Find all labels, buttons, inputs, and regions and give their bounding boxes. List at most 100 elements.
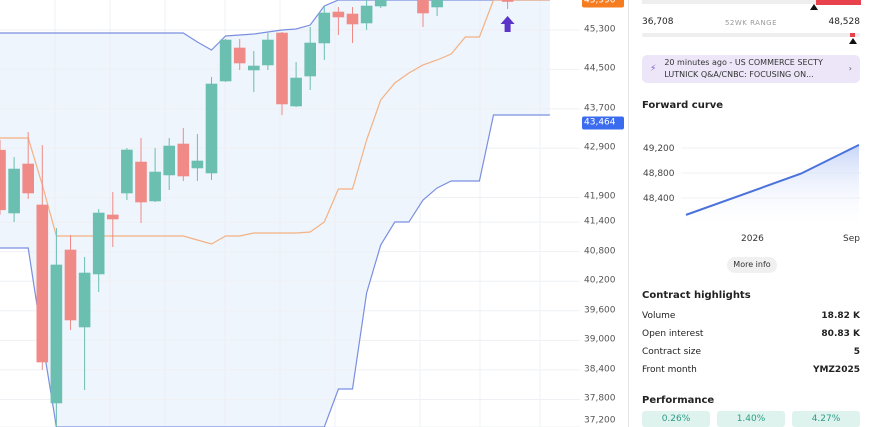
highlight-row: Open interest 80.83 K bbox=[642, 329, 860, 339]
day-range-marker-icon bbox=[810, 4, 818, 10]
highlight-value: 80.83 K bbox=[821, 329, 860, 339]
candle bbox=[318, 6, 331, 60]
candle-body bbox=[346, 13, 359, 25]
price-tick: 39,000 bbox=[584, 334, 616, 345]
news-text: 20 minutes ago - US COMMERCE SECTY LUTNI… bbox=[664, 58, 823, 79]
candle-body bbox=[107, 214, 119, 220]
candle-body bbox=[318, 12, 331, 44]
candle-body bbox=[332, 11, 345, 18]
candle bbox=[248, 50, 260, 93]
price-tick: 40,800 bbox=[584, 246, 616, 257]
candle-body bbox=[163, 145, 175, 176]
candle-body bbox=[262, 39, 274, 66]
lightning-icon: ⚡ bbox=[650, 64, 657, 74]
highlight-value: YMZ2025 bbox=[812, 365, 860, 375]
last-price-label: 45,990 bbox=[582, 0, 624, 8]
candle-body bbox=[431, 0, 443, 8]
price-tick: 38,400 bbox=[584, 364, 616, 375]
candle bbox=[36, 144, 49, 370]
price-chart[interactable] bbox=[0, 0, 580, 427]
candle-body bbox=[360, 5, 373, 24]
candle bbox=[149, 147, 161, 203]
candle-body bbox=[304, 42, 317, 77]
price-axis[interactable]: 45,300 44,500 43,700 42,900 41,900 41,400 40,8… bbox=[580, 0, 628, 427]
candle bbox=[360, 0, 373, 30]
highlight-label: Contract size bbox=[642, 347, 702, 357]
candle-body bbox=[50, 264, 63, 404]
performance-1[interactable]: 0.26% bbox=[642, 411, 710, 427]
upper-band-line bbox=[0, 0, 550, 51]
candle-body bbox=[121, 149, 133, 194]
candle-body bbox=[135, 161, 147, 203]
forward-curve-line bbox=[685, 143, 860, 216]
candle bbox=[22, 132, 35, 200]
contract-highlights-title: Contract highlights bbox=[642, 290, 751, 301]
highlight-row: Volume 18.82 K bbox=[642, 311, 860, 321]
candle bbox=[0, 139, 6, 215]
price-tick: 37,200 bbox=[584, 415, 616, 426]
news-item[interactable]: ⚡ 20 minutes ago - US COMMERCE SECTY LUT… bbox=[642, 55, 860, 83]
candle-body bbox=[219, 39, 232, 82]
buy-signal-arrow-icon bbox=[500, 16, 515, 32]
candle-body bbox=[501, 0, 514, 2]
price-tick: 41,400 bbox=[584, 216, 616, 227]
forward-y-tick: 48,800 bbox=[643, 169, 675, 179]
52wk-marker-icon bbox=[849, 38, 857, 44]
candle bbox=[92, 209, 105, 293]
symbol-details-panel: 36,708 52WK RANGE 48,528 ⚡ 20 minutes ag… bbox=[628, 0, 870, 427]
candle bbox=[501, 0, 514, 10]
forward-curve-title: Forward curve bbox=[642, 100, 724, 111]
candle bbox=[431, 0, 443, 17]
performance-3[interactable]: 4.27% bbox=[792, 411, 860, 427]
chevron-right-icon: › bbox=[848, 64, 852, 73]
candle-body bbox=[248, 65, 260, 71]
candle-body bbox=[276, 32, 288, 105]
price-tick: 44,500 bbox=[584, 63, 616, 74]
candle bbox=[121, 147, 133, 200]
highlight-label: Front month bbox=[642, 365, 697, 375]
forward-y-tick: 48,400 bbox=[643, 194, 675, 204]
highlight-value: 18.82 K bbox=[821, 311, 860, 321]
band-fill bbox=[0, 0, 550, 427]
candle-body bbox=[36, 204, 49, 363]
candle bbox=[191, 133, 204, 181]
candle bbox=[107, 192, 119, 247]
candle-body bbox=[290, 77, 302, 107]
middle-band-line bbox=[0, 0, 550, 245]
performance-2[interactable]: 1.40% bbox=[717, 411, 785, 427]
candle bbox=[8, 156, 20, 223]
day-range-bar bbox=[642, 0, 860, 4]
candle bbox=[374, 0, 387, 8]
candle bbox=[163, 137, 175, 190]
performance-title: Performance bbox=[642, 395, 715, 406]
candle bbox=[177, 127, 190, 181]
candle bbox=[290, 62, 302, 107]
candle-body bbox=[0, 149, 6, 211]
day-range-fill bbox=[816, 0, 861, 5]
candle-body bbox=[374, 0, 387, 7]
forward-curve-area bbox=[686, 144, 859, 230]
candle-body bbox=[177, 143, 190, 177]
candle bbox=[78, 256, 91, 390]
highlight-row: Contract size 5 bbox=[642, 347, 860, 357]
range-label: 52WK RANGE bbox=[724, 19, 778, 27]
highlight-row: Front month YMZ2025 bbox=[642, 365, 860, 375]
price-tick: 40,200 bbox=[584, 275, 616, 286]
range-high: 48,528 bbox=[828, 17, 860, 27]
price-tick: 43,700 bbox=[584, 103, 616, 114]
52wk-range-fill bbox=[850, 33, 855, 37]
more-info-button[interactable]: More info bbox=[727, 257, 777, 273]
highlight-value: 5 bbox=[853, 347, 860, 357]
candle-body bbox=[191, 160, 204, 169]
candle-body bbox=[233, 47, 246, 64]
forward-x-label: 2026 bbox=[741, 234, 764, 244]
candle bbox=[233, 39, 246, 70]
band-price-label: 43,464 bbox=[582, 116, 624, 130]
price-tick: 42,900 bbox=[584, 142, 616, 153]
price-tick: 45,300 bbox=[584, 24, 616, 35]
candle-body bbox=[205, 83, 218, 174]
candle-body bbox=[417, 0, 429, 14]
price-tick: 39,600 bbox=[584, 305, 616, 316]
highlight-label: Open interest bbox=[642, 329, 704, 339]
range-low: 36,708 bbox=[642, 17, 674, 27]
